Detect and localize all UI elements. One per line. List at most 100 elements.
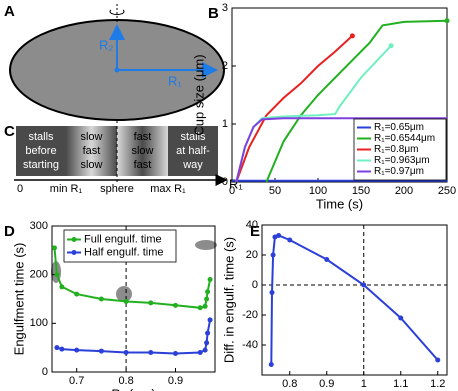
panel-letter: B (208, 5, 219, 22)
data-point (74, 291, 80, 297)
center (114, 67, 120, 73)
data-point (269, 290, 275, 295)
data-point (388, 43, 394, 49)
x-tick-label: 200 (395, 185, 413, 197)
series-line (265, 19, 448, 183)
data-point (398, 315, 404, 321)
y-axis-label: Engulfment time (s) (11, 243, 26, 356)
segment-text: stalls (28, 131, 54, 143)
data-point (205, 330, 211, 336)
data-point (74, 347, 80, 353)
x-tick-label: 0.9 (168, 375, 183, 387)
x-tick-label: 1 (361, 378, 367, 390)
y-axis-label: Cup size (μm) (191, 54, 206, 135)
data-point (205, 289, 211, 295)
axis-label: 0 (17, 183, 23, 195)
legend-label: Half engulf. time (84, 246, 163, 258)
data-point (123, 350, 129, 356)
series-line (270, 234, 439, 365)
y-tick-label: 300 (30, 220, 48, 232)
panel-letter: A (4, 3, 15, 20)
legend-label: R₁=0.8μm (374, 144, 418, 155)
legend-label: R₁=0.97μm (374, 166, 424, 177)
plot-frame (51, 225, 216, 373)
segment-box (16, 126, 66, 176)
data-point (361, 282, 367, 288)
axis-label: max R₁ (150, 183, 186, 195)
series-line (56, 319, 212, 355)
segment-text: fast (134, 131, 152, 143)
data-point (59, 284, 65, 290)
data-point (204, 296, 210, 302)
x-tick-label: 1.1 (393, 378, 408, 390)
data-point (172, 351, 178, 357)
data-point (98, 296, 104, 302)
y-tick-label: 0 (222, 176, 228, 188)
data-point (276, 233, 282, 238)
axis-label: sphere (100, 183, 134, 195)
data-point (349, 33, 355, 39)
segment-box (66, 126, 117, 176)
y-tick-label: 200 (30, 269, 48, 281)
r1-label: R₁ (168, 73, 182, 88)
y-axis-label: Diff. in engulf. time (s) (221, 237, 236, 363)
data-point (148, 300, 154, 306)
legend-box (63, 229, 177, 263)
segment-text: before (25, 145, 56, 157)
axis-label: min R₁ (50, 183, 83, 195)
x-tick-label: 0.8 (118, 375, 133, 387)
plot-frame (261, 224, 448, 376)
shape-icon (195, 240, 217, 250)
y-tick-label: -40 (242, 339, 258, 351)
y-tick-label: 20 (246, 249, 258, 261)
data-point (207, 317, 213, 323)
data-point (197, 305, 203, 311)
segment-box (117, 126, 168, 176)
x-tick-label: 150 (352, 185, 370, 197)
x-tick-label: 0.8 (282, 378, 297, 390)
legend-marker (71, 237, 77, 242)
segment-text: fast (83, 145, 101, 157)
data-point (148, 350, 154, 356)
segment-text: slow (80, 131, 102, 143)
data-point (123, 298, 129, 304)
shape-icon (116, 286, 132, 302)
data-point (324, 257, 330, 262)
data-point (444, 18, 450, 24)
legend-label: R₁=0.65μm (374, 122, 424, 133)
segment-text: starting (23, 159, 59, 171)
data-point (287, 237, 293, 243)
data-point (207, 277, 213, 283)
data-point (54, 272, 60, 278)
x-tick-label: 250 (438, 185, 456, 197)
data-point (172, 302, 178, 308)
segment-texts: stalls before starting slow fast slow fast slow… (23, 131, 210, 171)
segment-text: stalls (180, 131, 206, 143)
legend-label: R₁=0.963μm (374, 155, 430, 166)
segment-text: at half- (176, 145, 210, 157)
x-tick-label: 100 (309, 185, 327, 197)
y-tick-label: 2 (222, 60, 228, 72)
plot-frame (231, 7, 448, 183)
data-point (54, 345, 60, 351)
segment-text: slow (80, 159, 102, 171)
x-tick-label: 50 (269, 185, 281, 197)
data-point (197, 350, 203, 356)
data-point (270, 252, 276, 258)
y-tick-label: 3 (222, 2, 228, 14)
panel-letter: C (4, 123, 15, 140)
legend-label: R₁=0.6544μm (374, 133, 435, 144)
x-axis-label: R₁ (μm) (111, 386, 155, 391)
y-tick-label: -20 (242, 309, 258, 321)
data-point (59, 346, 65, 352)
segment-text: fast (134, 159, 152, 171)
x-tick-label: 1.2 (430, 378, 445, 390)
panel-letter: E (250, 223, 260, 240)
y-tick-label: 0 (252, 279, 258, 291)
series-line (235, 35, 354, 183)
data-point (98, 348, 104, 354)
segment-box (168, 126, 218, 176)
data-point (204, 340, 210, 346)
